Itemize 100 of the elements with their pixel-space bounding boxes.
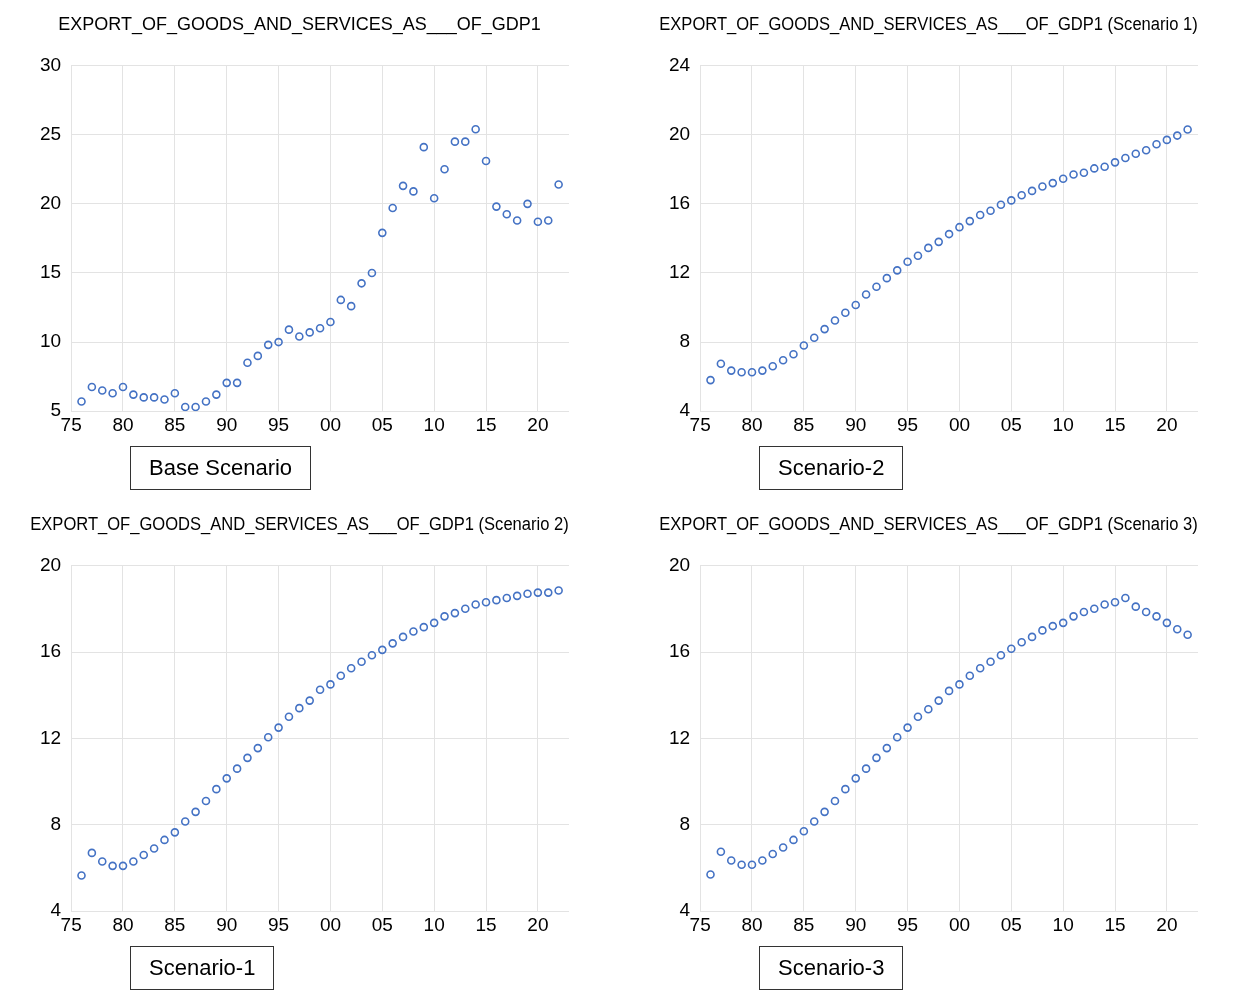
point <box>201 796 211 806</box>
point <box>747 860 757 870</box>
point <box>1141 607 1151 617</box>
point <box>263 340 273 350</box>
point <box>768 849 778 859</box>
point <box>1007 196 1016 205</box>
point <box>820 807 829 817</box>
point <box>1131 602 1141 611</box>
point <box>243 753 252 763</box>
point <box>543 216 553 225</box>
x-tick-label: 20 <box>527 413 549 435</box>
point <box>512 216 522 225</box>
point <box>851 300 861 310</box>
point <box>554 586 563 595</box>
point <box>809 817 819 826</box>
x-tick-label: 15 <box>475 913 497 935</box>
point <box>419 622 429 632</box>
point <box>737 860 746 870</box>
point <box>492 202 501 211</box>
point <box>346 663 356 673</box>
point <box>789 349 798 359</box>
point <box>450 608 460 618</box>
x-tick-label: 00 <box>948 913 971 935</box>
point <box>326 680 335 689</box>
text: Scenario-2 <box>759 446 904 490</box>
point <box>799 341 809 350</box>
point <box>512 591 522 601</box>
y-tick-label: 16 <box>39 640 62 662</box>
point <box>315 685 325 695</box>
x-tick-label: 90 <box>216 913 238 935</box>
x-tick-label: 95 <box>897 413 919 435</box>
point <box>357 279 366 288</box>
point <box>481 598 491 607</box>
point <box>274 337 283 347</box>
point <box>336 295 346 305</box>
point <box>149 393 159 402</box>
point <box>346 301 356 311</box>
point <box>284 325 294 334</box>
y-tick-label: 12 <box>668 726 691 748</box>
x-tick-label: 10 <box>423 913 445 935</box>
point <box>1152 139 1161 149</box>
point <box>440 612 449 621</box>
point <box>492 595 501 605</box>
point <box>778 355 788 365</box>
point <box>892 266 902 275</box>
point <box>398 632 408 642</box>
x-tick-label: 20 <box>1156 913 1178 935</box>
point <box>419 142 429 152</box>
point <box>1131 149 1141 159</box>
x-tick-label: 90 <box>216 413 238 435</box>
point <box>861 764 871 773</box>
point <box>768 361 778 371</box>
point <box>758 366 767 375</box>
point <box>398 181 408 191</box>
point <box>841 308 850 317</box>
point <box>955 222 964 232</box>
point <box>378 228 387 238</box>
point <box>882 273 892 283</box>
point <box>1110 158 1120 167</box>
point <box>160 835 169 845</box>
point <box>440 164 449 174</box>
x-tick-label: 15 <box>1104 913 1126 935</box>
chart-title: EXPORT_OF_GOODS_AND_SERVICES_AS___OF_GDP1 (Scenario 1) <box>659 13 1198 34</box>
x-tick-label: 90 <box>845 413 867 435</box>
point <box>1172 131 1182 140</box>
point <box>108 861 117 871</box>
point <box>409 187 418 196</box>
point <box>924 243 933 253</box>
point <box>139 393 149 402</box>
point <box>388 639 397 648</box>
point <box>809 333 819 343</box>
y-tick-label: 12 <box>668 261 691 283</box>
point <box>429 194 439 203</box>
point <box>934 237 943 247</box>
y-tick-label: 4 <box>679 399 691 421</box>
point <box>706 375 715 385</box>
point <box>533 588 543 597</box>
x-tick-label: 00 <box>319 913 342 935</box>
point <box>523 199 532 209</box>
point <box>747 368 757 377</box>
point <box>1100 162 1109 171</box>
x-tick-label: 75 <box>60 413 82 435</box>
x-tick-label: 85 <box>793 413 815 435</box>
point <box>481 156 491 166</box>
point <box>1100 600 1109 609</box>
point <box>129 390 138 399</box>
point <box>716 359 726 368</box>
chart-title: EXPORT_OF_GOODS_AND_SERVICES_AS___OF_GDP1 <box>58 13 541 35</box>
point <box>191 807 200 817</box>
point <box>191 402 200 412</box>
x-tick-label: 10 <box>423 413 445 435</box>
point <box>830 796 840 806</box>
text: Scenario-1 <box>130 946 275 990</box>
x-tick-label: 95 <box>268 413 290 435</box>
point <box>295 703 304 713</box>
point <box>118 382 128 392</box>
point <box>87 848 97 858</box>
point <box>1038 182 1047 191</box>
x-tick-label: 80 <box>112 913 134 935</box>
point <box>841 784 850 794</box>
